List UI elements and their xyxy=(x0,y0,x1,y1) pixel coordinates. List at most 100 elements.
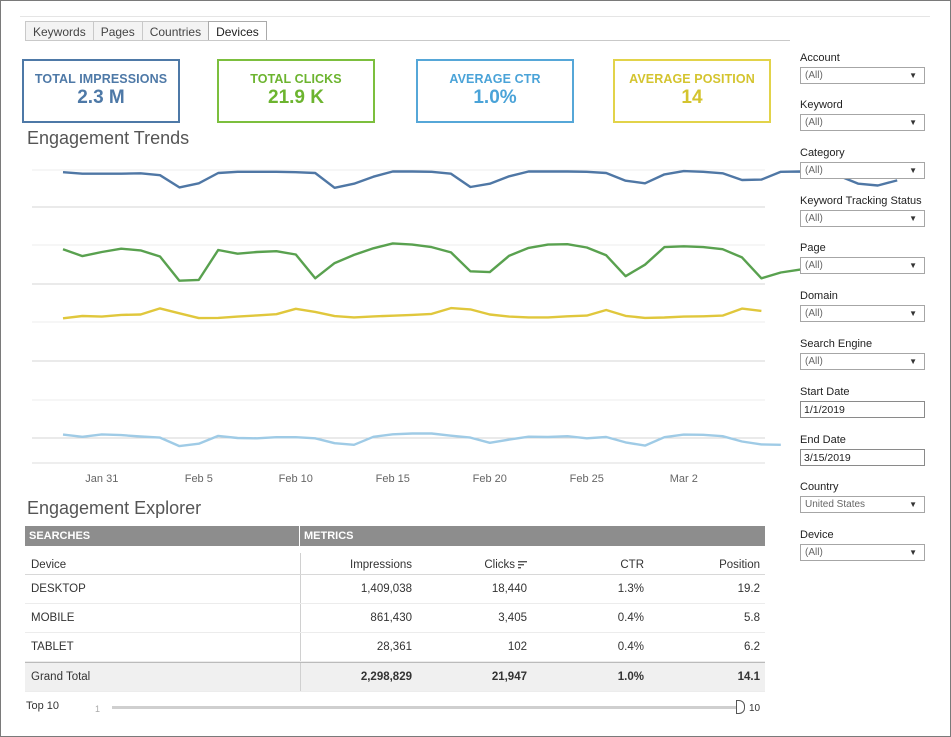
series-line-impressions[interactable] xyxy=(62,169,898,190)
caret-down-icon: ▼ xyxy=(909,166,917,175)
x-tick-label: Feb 25 xyxy=(570,473,604,485)
top-n-slider-track[interactable] xyxy=(112,706,740,709)
slider-fill xyxy=(112,706,740,709)
slider-min-label: 1 xyxy=(95,704,101,714)
keyword-tracking-status-dropdown[interactable]: (All) ▼ xyxy=(800,210,925,227)
filter-label: Page xyxy=(800,242,826,254)
column-divider xyxy=(300,604,301,632)
cell-impressions: 861,430 xyxy=(370,612,412,624)
x-tick-label: Mar 2 xyxy=(670,473,698,485)
series-line-clicks[interactable] xyxy=(62,242,801,282)
caret-down-icon: ▼ xyxy=(909,71,917,80)
table-row[interactable]: MOBILE 861,430 3,405 0.4% 5.8 xyxy=(25,604,765,633)
cell-clicks: 3,405 xyxy=(498,612,527,624)
kpi-total-impressions[interactable]: TOTAL IMPRESSIONS 2.3 M xyxy=(22,59,180,123)
dropdown-value: United States xyxy=(805,499,866,510)
filter-keyword: Keyword (All) ▼ xyxy=(800,99,927,131)
kpi-label: TOTAL CLICKS xyxy=(250,72,342,86)
cell-position: 19.2 xyxy=(737,583,760,595)
top-n-slider-handle[interactable] xyxy=(736,700,745,714)
domain-dropdown[interactable]: (All) ▼ xyxy=(800,305,925,322)
top-divider xyxy=(20,16,930,17)
keyword-dropdown[interactable]: (All) ▼ xyxy=(800,114,925,131)
filter-device: Device (All) ▼ xyxy=(800,529,927,561)
caret-down-icon: ▼ xyxy=(909,500,917,509)
cell-impressions: 2,298,829 xyxy=(360,671,412,683)
series-line-position[interactable] xyxy=(62,306,762,320)
dropdown-value: (All) xyxy=(805,165,823,176)
tab-underline xyxy=(25,40,790,41)
column-divider xyxy=(300,553,301,574)
cell-ctr: 0.4% xyxy=(617,612,644,624)
col-position[interactable]: Position xyxy=(719,559,760,571)
tab-keywords[interactable]: Keywords xyxy=(25,21,94,41)
sort-descending-icon[interactable] xyxy=(518,560,527,569)
dropdown-value: (All) xyxy=(805,260,823,271)
kpi-label: TOTAL IMPRESSIONS xyxy=(34,72,168,86)
cell-clicks: 18,440 xyxy=(491,583,527,595)
kpi-value: 2.3 M xyxy=(77,87,125,108)
col-clicks-label: Clicks xyxy=(484,559,515,571)
tab-devices[interactable]: Devices xyxy=(208,21,267,41)
col-device[interactable]: Device xyxy=(31,559,67,571)
caret-down-icon: ▼ xyxy=(909,309,917,318)
kpi-label: AVERAGE CTR xyxy=(449,72,541,86)
caret-down-icon: ▼ xyxy=(909,214,917,223)
device-dropdown[interactable]: (All) ▼ xyxy=(800,544,925,561)
engagement-table: Device Impressions Clicks CTR Position D… xyxy=(25,553,765,692)
x-tick-label: Feb 20 xyxy=(473,473,507,485)
searches-group-header: SEARCHES xyxy=(25,526,299,546)
cell-position: 6.2 xyxy=(744,641,760,653)
cell-ctr: 0.4% xyxy=(617,641,644,653)
tab-bar: Keywords Pages Countries Devices xyxy=(25,21,267,41)
start-date-input[interactable]: 1/1/2019 xyxy=(800,401,925,418)
country-dropdown[interactable]: United States ▼ xyxy=(800,496,925,513)
kpi-average-position[interactable]: AVERAGE POSITION 14 xyxy=(613,59,771,123)
filter-label: Start Date xyxy=(800,386,850,398)
page-dropdown[interactable]: (All) ▼ xyxy=(800,257,925,274)
filter-label: End Date xyxy=(800,434,846,446)
kpi-value: 1.0% xyxy=(473,87,517,108)
filter-account: Account (All) ▼ xyxy=(800,52,927,84)
cell-impressions: 1,409,038 xyxy=(360,583,412,595)
cell-position: 5.8 xyxy=(744,612,760,624)
dropdown-value: (All) xyxy=(805,356,823,367)
dropdown-value: (All) xyxy=(805,547,823,558)
caret-down-icon: ▼ xyxy=(909,118,917,127)
dropdown-value: (All) xyxy=(805,213,823,224)
end-date-input[interactable]: 3/15/2019 xyxy=(800,449,925,466)
x-tick-label: Feb 5 xyxy=(185,473,213,485)
col-ctr[interactable]: CTR xyxy=(620,559,644,571)
table-row[interactable]: TABLET 28,361 102 0.4% 6.2 xyxy=(25,633,765,662)
kpi-value: 14 xyxy=(681,87,703,108)
grand-total-row: Grand Total 2,298,829 21,947 1.0% 14.1 xyxy=(25,662,765,692)
kpi-total-clicks[interactable]: TOTAL CLICKS 21.9 K xyxy=(217,59,375,123)
filter-end-date: End Date 3/15/2019 xyxy=(800,434,927,466)
filter-category: Category (All) ▼ xyxy=(800,147,927,179)
filter-label: Search Engine xyxy=(800,338,873,350)
kpi-average-ctr[interactable]: AVERAGE CTR 1.0% xyxy=(416,59,574,123)
cell-ctr: 1.3% xyxy=(617,583,644,595)
account-dropdown[interactable]: (All) ▼ xyxy=(800,67,925,84)
engagement-trends-title: Engagement Trends xyxy=(27,128,190,148)
caret-down-icon: ▼ xyxy=(909,261,917,270)
category-dropdown[interactable]: (All) ▼ xyxy=(800,162,925,179)
column-divider xyxy=(300,633,301,661)
x-tick-label: Feb 15 xyxy=(376,473,410,485)
top-n-label: Top 10 xyxy=(26,700,60,712)
series-line-ctr[interactable] xyxy=(62,432,781,448)
dropdown-value: (All) xyxy=(805,308,823,319)
tab-pages[interactable]: Pages xyxy=(92,21,143,41)
col-impressions[interactable]: Impressions xyxy=(350,559,412,571)
table-row[interactable]: DESKTOP 1,409,038 18,440 1.3% 19.2 xyxy=(25,575,765,604)
filter-search-engine: Search Engine (All) ▼ xyxy=(800,338,927,370)
col-clicks[interactable]: Clicks xyxy=(484,559,527,571)
x-tick-label: Jan 31 xyxy=(85,473,118,485)
dropdown-value: (All) xyxy=(805,117,823,128)
filter-label: Device xyxy=(800,529,834,541)
dropdown-value: (All) xyxy=(805,70,823,81)
filter-label: Domain xyxy=(800,290,838,302)
search-engine-dropdown[interactable]: (All) ▼ xyxy=(800,353,925,370)
filter-label: Keyword xyxy=(800,99,843,111)
